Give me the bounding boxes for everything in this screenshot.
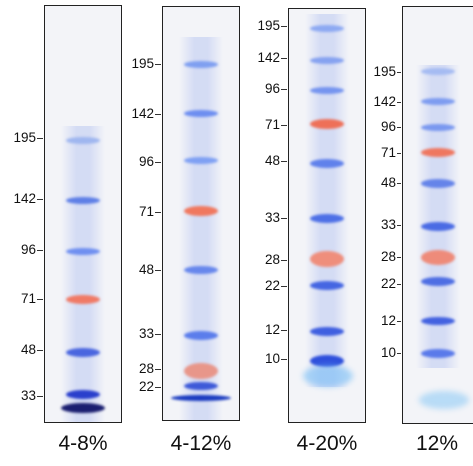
band [421, 98, 455, 105]
band [66, 390, 100, 399]
band [310, 119, 344, 129]
gel-label: 4-20% [296, 432, 358, 455]
mw-label: 142 [373, 94, 396, 109]
mw-label: 96 [138, 154, 154, 169]
mw-label: 12 [380, 313, 396, 328]
band [421, 277, 455, 286]
mw-label: 142 [131, 106, 154, 121]
mw-label: 195 [373, 64, 396, 79]
mw-label: 142 [257, 50, 280, 65]
band [310, 251, 344, 267]
gel-frame [162, 6, 240, 421]
band [421, 179, 455, 188]
lane-smear [61, 126, 105, 422]
mw-label: 71 [20, 291, 36, 306]
mw-label: 22 [264, 278, 280, 293]
band [310, 57, 344, 64]
mw-label: 33 [264, 210, 280, 225]
mw-label: 48 [264, 153, 280, 168]
mw-label: 71 [380, 145, 396, 160]
mw-label: 10 [380, 345, 396, 360]
mw-label: 48 [20, 342, 36, 357]
band [184, 61, 218, 68]
dye-front [303, 365, 353, 387]
gel-frame [288, 8, 366, 423]
dye-front [419, 391, 469, 409]
mw-label: 22 [138, 379, 154, 394]
mw-label: 48 [380, 175, 396, 190]
mw-label: 48 [138, 262, 154, 277]
mw-label: 142 [13, 191, 36, 206]
band [310, 214, 344, 223]
band [421, 222, 455, 231]
gel-label: 4-12% [170, 432, 232, 455]
mw-label: 71 [138, 204, 154, 219]
gel-label: 12% [415, 432, 459, 455]
mw-label: 71 [264, 117, 280, 132]
band [310, 87, 344, 94]
band [184, 110, 218, 117]
mw-label: 10 [264, 351, 280, 366]
band [184, 266, 218, 274]
mw-label: 33 [380, 217, 396, 232]
band [66, 248, 100, 255]
mw-label: 195 [131, 56, 154, 71]
band [184, 206, 218, 216]
band [184, 382, 218, 390]
band [421, 148, 455, 157]
lane-smear [179, 37, 223, 420]
gel-frame [402, 6, 473, 424]
mw-label: 96 [264, 81, 280, 96]
lane-smear [305, 14, 349, 387]
band [310, 281, 344, 290]
mw-label: 22 [380, 276, 396, 291]
mw-label: 96 [380, 119, 396, 134]
band [184, 363, 218, 379]
mw-label: 28 [264, 252, 280, 267]
gel-label: 4-8% [58, 432, 108, 455]
band [66, 197, 100, 204]
mw-label: 33 [20, 388, 36, 403]
band [310, 327, 344, 336]
band [171, 395, 231, 401]
gel-frame [44, 5, 122, 423]
band [61, 403, 105, 413]
mw-label: 195 [13, 130, 36, 145]
band [421, 68, 455, 75]
band [310, 25, 344, 32]
band [66, 295, 100, 304]
band [184, 331, 218, 340]
band [66, 348, 100, 357]
mw-label: 96 [20, 242, 36, 257]
band [310, 355, 344, 367]
mw-label: 33 [138, 326, 154, 341]
band [421, 124, 455, 131]
mw-label: 195 [257, 18, 280, 33]
band [66, 137, 100, 144]
band [184, 157, 218, 164]
mw-label: 28 [138, 361, 154, 376]
band [421, 317, 455, 325]
mw-label: 28 [380, 249, 396, 264]
band [421, 250, 455, 265]
band [310, 159, 344, 168]
mw-label: 12 [264, 322, 280, 337]
band [421, 349, 455, 358]
